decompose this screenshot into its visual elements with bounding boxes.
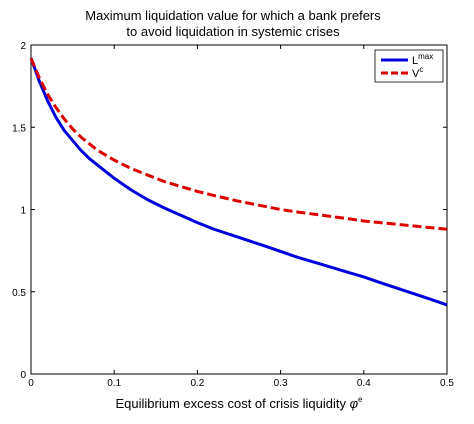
chart-title-line-2: to avoid liquidation in systemic crises bbox=[126, 24, 340, 39]
x-axis-label: Equilibrium excess cost of crisis liquid… bbox=[115, 395, 363, 411]
series-line-vc bbox=[29, 57, 448, 231]
y-tick-label: 0.5 bbox=[12, 288, 26, 299]
series-layer bbox=[29, 57, 448, 307]
series-line-lmax bbox=[29, 57, 448, 307]
x-tick-label: 0.2 bbox=[190, 378, 204, 389]
y-tick-label: 1.5 bbox=[12, 123, 26, 134]
y-tick-label: 0 bbox=[20, 370, 26, 381]
x-tick-label: 0.5 bbox=[440, 378, 454, 389]
y-tick-label: 1 bbox=[20, 206, 26, 217]
plot-area bbox=[30, 44, 448, 375]
legend-label-vc: Vc bbox=[412, 65, 423, 80]
x-tick-label: 0.3 bbox=[274, 378, 288, 389]
y-tick-label: 2 bbox=[20, 41, 26, 52]
legend-label-lmax: Lmax bbox=[412, 52, 433, 67]
y-axis: 0 0.5 1 1.5 2 bbox=[12, 41, 447, 381]
legend: Lmax Vc bbox=[374, 49, 444, 83]
x-axis: 0 0.1 0.2 0.3 0.4 0.5 bbox=[28, 45, 454, 389]
x-tick-label: 0.1 bbox=[107, 378, 121, 389]
legend-box bbox=[374, 49, 444, 83]
x-tick-label: 0 bbox=[28, 378, 34, 389]
x-tick-label: 0.4 bbox=[357, 378, 371, 389]
chart-title-line-1: Maximum liquidation value for which a ba… bbox=[85, 8, 381, 23]
